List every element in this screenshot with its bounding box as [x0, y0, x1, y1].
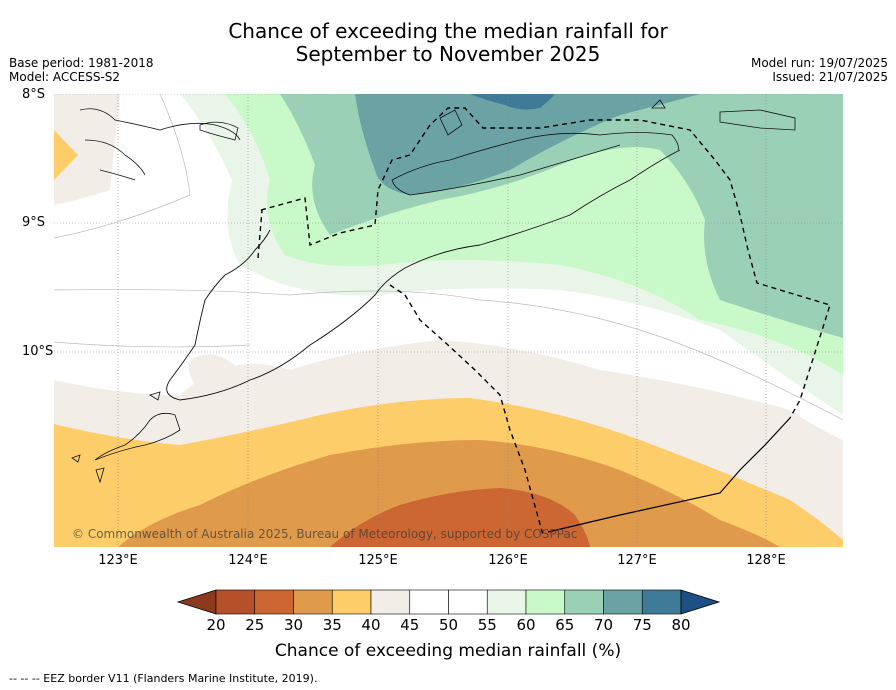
band-75-80: [470, 94, 555, 110]
colorbar-tick-label: 30: [283, 616, 304, 634]
colorbar-segment: [254, 589, 294, 615]
sw-islands: [71, 391, 181, 484]
colorbar-segment: [293, 589, 333, 615]
colorbar-tick-label: 20: [206, 616, 226, 634]
lon-label-123e: 123°E: [98, 553, 138, 568]
map-title: Chance of exceeding the median rainfall …: [0, 20, 896, 66]
timor-coastline: [166, 149, 681, 401]
colorbar-tick-label: 50: [438, 616, 459, 634]
colorbar-segment: [409, 589, 449, 615]
colorbar-tick-label: 55: [477, 616, 497, 634]
meta-right: Model run: 19/07/2025 Issued: 21/07/2025: [751, 56, 888, 84]
patch-yellow-nw: [54, 130, 78, 180]
colorbar-tick-label: 65: [555, 616, 575, 634]
meta-left: Base period: 1981-2018 Model: ACCESS-S2: [9, 56, 154, 84]
lon-label-125e: 125°E: [358, 553, 398, 568]
copyright-notice: © Commonwealth of Australia 2025, Bureau…: [72, 527, 578, 541]
colorbar-tick-label: 75: [632, 616, 652, 634]
colorbar-segments: [176, 589, 721, 615]
patch-grey-mid: [188, 354, 240, 390]
colorbar-segment: [641, 589, 682, 615]
colorbar-arrow-low: [176, 589, 217, 615]
contour-lines: [54, 94, 843, 421]
land-border: [547, 417, 791, 533]
model-label: Model: ACCESS-S2: [9, 70, 121, 84]
colorbar-segment: [370, 589, 411, 615]
base-period-label: Base period: 1981-2018: [9, 56, 154, 70]
colorbar-segment: [603, 589, 643, 615]
patch-grey-nw: [54, 94, 120, 205]
lon-label-126e: 126°E: [488, 553, 528, 568]
colorbar-tick-label: 70: [593, 616, 614, 634]
colorbar-segment: [448, 589, 488, 615]
colorbar-title: Chance of exceeding median rainfall (%): [274, 641, 622, 661]
model-run-label: Model run: 19/07/2025: [750, 56, 888, 70]
colorbar-tick-label: 25: [245, 616, 265, 634]
title-line-2: September to November 2025: [295, 42, 601, 66]
eez-footnote: -- -- -- EEZ border V11 (Flanders Marine…: [9, 672, 318, 685]
colorbar-arrow-high: [680, 589, 721, 615]
north-islands: [79, 99, 796, 196]
band-70-75: [355, 94, 700, 195]
colorbar-tick-label: 60: [516, 616, 536, 634]
colorbar-segment: [331, 589, 372, 615]
gridlines: [54, 94, 843, 547]
title-line-1: Chance of exceeding the median rainfall …: [228, 19, 668, 43]
colorbar-segment: [486, 589, 527, 615]
lon-label-124e: 124°E: [228, 553, 268, 568]
colorbar-segment: [525, 589, 566, 615]
lon-label-127e: 127°E: [617, 553, 657, 568]
colorbar-segment: [564, 589, 604, 615]
colorbar-tick-label: 40: [361, 616, 381, 634]
lat-label-10s: 10°S: [22, 344, 54, 359]
colorbar-tick-label: 45: [400, 616, 420, 634]
lat-label-8s: 8°S: [22, 87, 46, 102]
lat-label-9s: 9°S: [22, 215, 46, 230]
band-25-30: [330, 488, 590, 547]
colorbar-tick-label: 80: [671, 616, 691, 634]
colorbar-tick-label: 35: [322, 616, 342, 634]
eez-border: [257, 107, 831, 536]
colorbar-segment: [215, 589, 256, 615]
issued-label: Issued: 21/07/2025: [772, 70, 888, 84]
lon-label-128e: 128°E: [746, 553, 786, 568]
